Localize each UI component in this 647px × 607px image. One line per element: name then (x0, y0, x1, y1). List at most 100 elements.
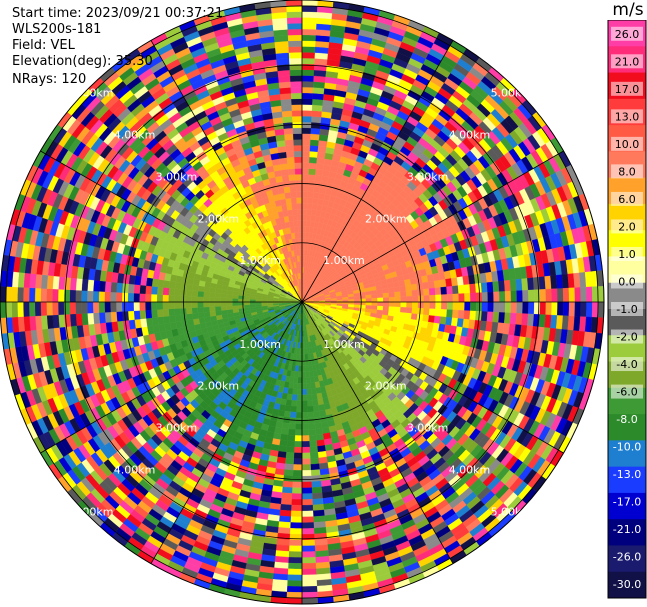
range-gate (306, 394, 313, 401)
range-gate (301, 493, 313, 500)
range-gate (163, 315, 171, 324)
range-gate (538, 276, 546, 290)
range-gate (545, 301, 552, 316)
range-gate (310, 457, 320, 465)
range-gate (433, 315, 441, 324)
range-gate (287, 562, 303, 570)
range-gate (301, 5, 318, 13)
range-gate (406, 301, 413, 308)
range-gate (301, 203, 308, 210)
range-gate (301, 28, 317, 36)
range-gate (316, 157, 325, 165)
range-gate (214, 301, 221, 307)
range-gate (301, 185, 309, 192)
range-gate (435, 301, 442, 310)
range-gate (301, 435, 310, 442)
range-gate (309, 446, 318, 453)
range-gate (214, 297, 221, 303)
range-gate (226, 301, 233, 307)
range-gate (301, 226, 307, 233)
range-gate (305, 365, 310, 372)
range-gate (315, 433, 324, 441)
range-gate (308, 423, 316, 430)
range-gate (203, 296, 210, 303)
range-gate (394, 301, 401, 308)
range-gate (388, 306, 395, 312)
range-gate (400, 296, 407, 303)
range-gate (305, 220, 311, 228)
range-gate (428, 280, 436, 289)
range-gate (34, 301, 42, 317)
range-gate (315, 555, 330, 564)
range-gate (145, 309, 152, 319)
range-gate (499, 291, 506, 303)
range-gate (301, 551, 316, 558)
range-gate (220, 293, 228, 299)
range-gate (192, 284, 199, 292)
range-gate (493, 301, 500, 313)
range-gate (301, 139, 311, 146)
range-gate (317, 398, 324, 406)
range-gate (310, 139, 320, 147)
range-gate (139, 301, 146, 311)
range-gate (446, 293, 454, 303)
range-gate (586, 286, 593, 303)
range-gate (475, 301, 483, 312)
range-gate (275, 544, 290, 552)
range-gate (162, 301, 169, 310)
range-gate (283, 469, 294, 477)
range-gate (284, 463, 294, 471)
range-gate (446, 309, 453, 318)
range-gate (313, 527, 327, 535)
range-gate (291, 493, 303, 500)
range-gate (312, 98, 324, 106)
range-gate (428, 287, 436, 296)
range-gate (282, 480, 293, 488)
range-gate (104, 311, 112, 323)
range-gate (301, 168, 310, 175)
range-gate (5, 286, 13, 303)
range-gate (301, 354, 306, 361)
range-gate (104, 301, 111, 313)
range-gate (301, 52, 316, 59)
range-gate (306, 388, 312, 395)
range-gate (314, 58, 328, 66)
range-gate (301, 522, 315, 529)
range-gate (293, 452, 303, 459)
range-gate (168, 315, 176, 324)
range-gate (433, 280, 441, 289)
range-gate (309, 145, 319, 152)
range-gate (52, 301, 59, 316)
range-gate (306, 203, 313, 210)
range-gate (145, 285, 152, 295)
range-gate (127, 310, 135, 321)
range-gate (104, 281, 112, 293)
range-gate (580, 301, 587, 318)
range-gate (93, 279, 101, 292)
range-gate (168, 301, 175, 310)
range-gate (145, 293, 152, 303)
range-gate (311, 104, 323, 112)
range-gate (365, 298, 372, 303)
range-gate (174, 314, 182, 323)
range-gate (445, 317, 453, 326)
range-gate (353, 295, 361, 300)
range-gate (278, 521, 291, 529)
range-gate (179, 301, 187, 309)
range-gate (284, 405, 292, 412)
range-gate (521, 313, 529, 326)
range-gate (277, 527, 291, 535)
range-gate (220, 297, 227, 303)
range-gate (539, 301, 547, 315)
range-gate (168, 287, 176, 296)
range-gate (289, 528, 303, 535)
range-gate (469, 283, 477, 294)
range-gate (301, 388, 308, 396)
range-gate (423, 308, 430, 316)
range-gate (301, 145, 311, 152)
range-gate (398, 280, 406, 287)
range-gate (0, 286, 7, 303)
range-gate (301, 11, 318, 18)
range-gate (315, 428, 324, 436)
range-gate (309, 452, 319, 459)
